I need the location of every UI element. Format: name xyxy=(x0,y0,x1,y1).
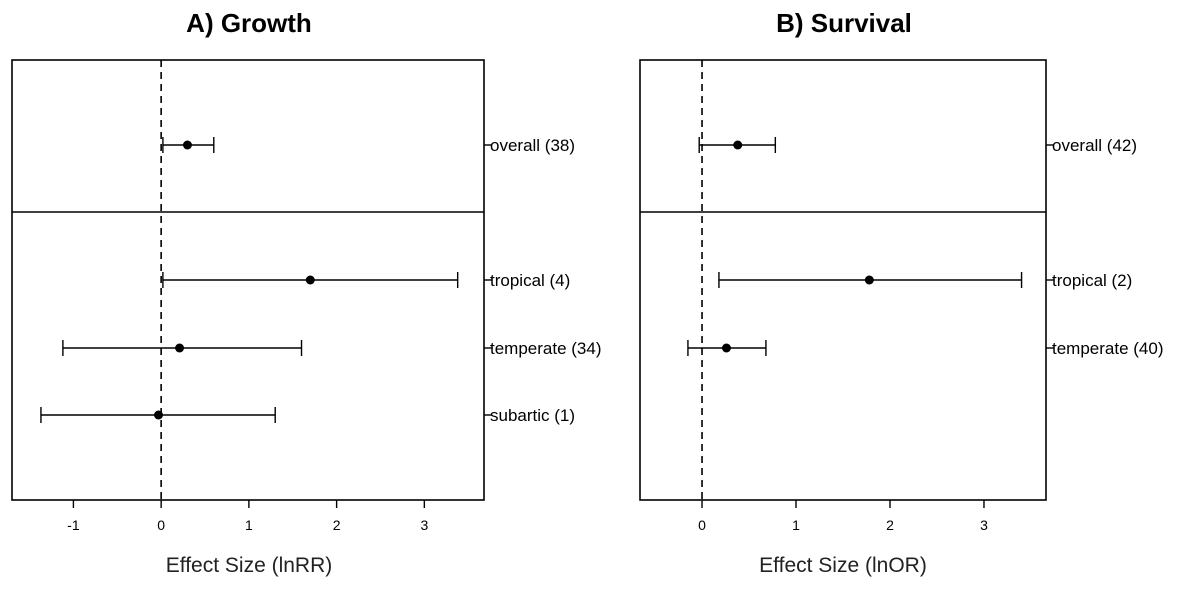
point-estimate xyxy=(305,275,315,285)
x-tick-label: 0 xyxy=(698,517,706,533)
x-axis-label-survival: Effect Size (lnOR) xyxy=(759,554,927,577)
row-label: temperate (40) xyxy=(1052,339,1164,358)
point-estimate xyxy=(182,140,192,150)
x-tick-label: 3 xyxy=(420,517,428,533)
point-estimate xyxy=(175,343,185,353)
row-label: overall (42) xyxy=(1052,136,1137,155)
panel-growth: A) Growth -1 0 1 2 3 overall (38) tropical (4… xyxy=(11,8,602,577)
x-axis-label-growth: Effect Size (lnRR) xyxy=(166,554,333,577)
row-label: overall (38) xyxy=(490,136,575,155)
point-estimate xyxy=(154,410,164,420)
point-estimate xyxy=(721,343,731,353)
point-estimate xyxy=(733,140,743,150)
x-tick-label: 1 xyxy=(245,517,253,533)
x-tick-label: 1 xyxy=(792,517,800,533)
panel-title-survival: B) Survival xyxy=(776,8,912,38)
x-axis-survival: 0 1 2 3 xyxy=(698,500,988,533)
point-estimate xyxy=(864,275,874,285)
row-labels-growth: overall (38) tropical (4) temperate (34) su… xyxy=(484,136,602,425)
row-label: tropical (2) xyxy=(1052,271,1132,290)
row-label: temperate (34) xyxy=(490,339,602,358)
row-label: tropical (4) xyxy=(490,271,570,290)
marks-growth xyxy=(40,60,459,500)
panel-title-growth: A) Growth xyxy=(186,8,312,38)
x-tick-label: -1 xyxy=(67,517,80,533)
x-tick-label: 0 xyxy=(157,517,165,533)
panel-survival: B) Survival 0 1 2 3 overall (42) tropical (2… xyxy=(639,8,1164,577)
x-tick-label: 3 xyxy=(980,517,988,533)
x-axis-growth: -1 0 1 2 3 xyxy=(67,500,428,533)
x-tick-label: 2 xyxy=(333,517,341,533)
x-tick-label: 2 xyxy=(886,517,894,533)
row-label: subartic (1) xyxy=(490,406,575,425)
marks-survival xyxy=(687,60,1023,500)
row-labels-survival: overall (42) tropical (2) temperate (40) xyxy=(1046,136,1164,358)
